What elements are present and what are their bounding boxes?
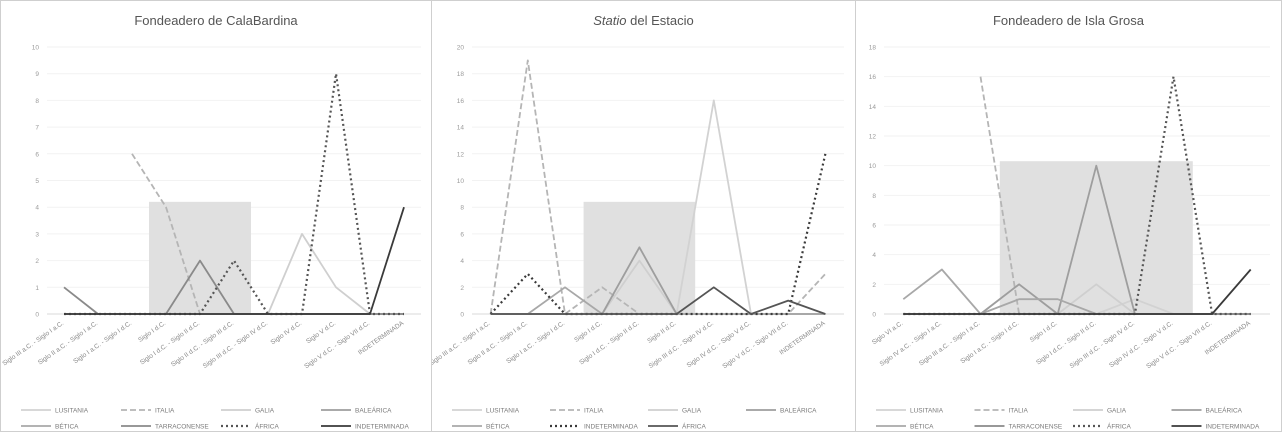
x-tick-label: Siglo III d.C. - Siglo IV d.C. xyxy=(648,320,716,370)
y-tick-label: 16 xyxy=(457,98,465,105)
y-tick-label: 10 xyxy=(457,178,465,185)
line-chart: 0 2 4 6 8 10 12 14 16 18 20 Siglo III a.C. - Siglo … xyxy=(432,45,844,431)
legend-label: INDETERMINADA xyxy=(1206,424,1260,431)
x-tick-label: Siglo II d.C. xyxy=(646,320,678,345)
highlight-band xyxy=(999,161,1193,314)
y-tick-label: 3 xyxy=(35,231,39,238)
x-tick-label: Siglo I d.C. xyxy=(573,320,603,344)
chart-title: Fondeadero de Isla Grosa xyxy=(992,13,1145,28)
x-tick-label: Siglo III d.C. - Siglo IV d.C. xyxy=(1069,320,1137,370)
legend-label: ITALIA xyxy=(155,408,175,415)
chart-title: Statio del Estacio xyxy=(432,13,855,28)
x-tick-label: Siglo III d.C. - Siglo IV d.C. xyxy=(202,320,270,370)
y-tick-label: 18 xyxy=(457,71,465,78)
legend-label: ÁFRICA xyxy=(682,422,707,431)
y-tick-label: 8 xyxy=(872,193,876,200)
legend-label: LUSITANIA xyxy=(55,408,89,415)
panel-isla-grosa: Fondeadero de Isla Grosa 0 2 4 6 8 10 12 14 16 18… xyxy=(855,0,1282,432)
y-tick-label: 4 xyxy=(35,205,39,212)
x-tick-label: Siglo I a.C. - Siglo I d.C. xyxy=(72,320,133,366)
chart-title: Fondeadero de CalaBardina xyxy=(134,13,298,28)
legend-label: BÉTICA xyxy=(486,422,510,431)
x-tick-label: Siglo I d.C. - Siglo II d.C. xyxy=(578,320,640,367)
legend-label: GALIA xyxy=(255,408,275,415)
chart-title-rest: del Estacio xyxy=(626,13,694,28)
y-tick-label: 14 xyxy=(457,125,465,132)
x-tick-label: Siglo IV d.C. - Siglo V d.C. xyxy=(1108,320,1175,370)
y-tick-label: 2 xyxy=(872,282,876,289)
x-tick-label: Siglo II d.C. - Siglo III d.C. xyxy=(170,320,235,369)
y-tick-label: 6 xyxy=(35,151,39,158)
y-tick-label: 18 xyxy=(869,45,877,52)
x-tick-label: Siglo VI a.C. xyxy=(871,320,905,347)
legend-label: BALEÁRICA xyxy=(355,406,392,415)
y-tick-label: 12 xyxy=(457,151,465,158)
legend-label: ITALIA xyxy=(584,408,604,415)
legend-label: TARRACONENSE xyxy=(155,424,209,431)
y-tick-label: 7 xyxy=(35,125,39,132)
x-tick-label: Siglo I d.C. - Siglo II d.C. xyxy=(139,320,201,367)
series-line xyxy=(903,268,1252,315)
legend-label: ÁFRICA xyxy=(1107,422,1132,431)
legend-label: ITALIA xyxy=(1009,408,1029,415)
y-tick-label: 9 xyxy=(35,71,39,78)
legend-label: GALIA xyxy=(1107,408,1127,415)
x-tick-label: Siglo IV a.C. - Siglo I a.C. xyxy=(879,320,944,368)
legend-label: BÉTICA xyxy=(55,422,79,431)
x-tick-label: Siglo I d.C. xyxy=(137,320,167,344)
legend-label: INDETERMINADA xyxy=(355,424,409,431)
line-chart: 0 1 2 3 4 5 6 7 8 9 10 Siglo III a.C. - Siglo I a.C… xyxy=(1,45,421,431)
y-tick-label: 1 xyxy=(35,285,39,292)
y-tick-label: 0 xyxy=(872,312,876,319)
legend-label: LUSITANIA xyxy=(486,408,520,415)
y-tick-label: 5 xyxy=(35,178,39,185)
y-tick-label: 0 xyxy=(460,312,464,319)
highlight-band xyxy=(583,201,696,314)
y-tick-label: 10 xyxy=(869,163,877,170)
x-tick-label: Siglo IV d.C. xyxy=(270,320,304,347)
y-tick-label: 16 xyxy=(869,74,877,81)
y-tick-label: 4 xyxy=(872,252,876,259)
legend-label: BÉTICA xyxy=(910,422,934,431)
x-tick-label: Siglo V d.C. - Siglo VII d.C. xyxy=(721,320,789,371)
series-line xyxy=(64,206,405,315)
x-tick-label: Siglo I d.C. xyxy=(1029,320,1059,344)
legend-label: BALEÁRICA xyxy=(1206,406,1243,415)
chart-title-italic: Statio xyxy=(593,13,627,28)
legend-label: LUSITANIA xyxy=(910,408,944,415)
legend-label: INDETERMINADA xyxy=(584,424,638,431)
y-tick-label: 2 xyxy=(460,285,464,292)
y-tick-label: 12 xyxy=(869,134,877,141)
x-tick-label: Siglo III a.C. - Siglo I a.C. xyxy=(432,320,492,368)
y-tick-label: 2 xyxy=(35,258,39,265)
line-chart: 0 2 4 6 8 10 12 14 16 18 Siglo VI a.C.Siglo IV a.C… xyxy=(869,45,1270,431)
y-tick-label: 4 xyxy=(460,258,464,265)
legend-label: BALEÁRICA xyxy=(780,406,817,415)
y-tick-label: 8 xyxy=(35,98,39,105)
x-tick-label: Siglo V d.C. xyxy=(305,320,337,346)
x-tick-label: Siglo V d.C. - Siglo VII d.C. xyxy=(1145,320,1213,371)
y-tick-label: 6 xyxy=(460,231,464,238)
x-tick-label: Siglo V d.C. - Siglo VII d.C. xyxy=(303,320,371,371)
x-tick-label: Siglo II a.C. - Siglo I a.C. xyxy=(467,320,529,367)
panel-estacio: Statio del Estacio 0 2 4 6 8 10 12 14 16 18 20 Sigl… xyxy=(431,0,856,432)
x-tick-label: Siglo II a.C. - Siglo I a.C. xyxy=(37,320,99,367)
highlight-band xyxy=(149,201,251,314)
legend-label: ÁFRICA xyxy=(255,422,280,431)
y-tick-label: 10 xyxy=(32,45,40,52)
series-line xyxy=(490,286,826,315)
x-tick-label: Siglo III a.C. - Siglo I a.C. xyxy=(1,320,65,368)
legend-label: TARRACONENSE xyxy=(1009,424,1063,431)
panel-calabardina: Fondeadero de CalaBardina 0 1 2 3 4 5 6 7 8 9 10 Si… xyxy=(0,0,432,432)
y-tick-label: 8 xyxy=(460,205,464,212)
x-tick-label: Siglo IV d.C. - Siglo V d.C. xyxy=(686,320,753,370)
legend-label: GALIA xyxy=(682,408,702,415)
y-tick-label: 6 xyxy=(872,223,876,230)
y-tick-label: 0 xyxy=(35,312,39,319)
y-tick-label: 14 xyxy=(869,104,877,111)
y-tick-label: 20 xyxy=(457,45,465,52)
